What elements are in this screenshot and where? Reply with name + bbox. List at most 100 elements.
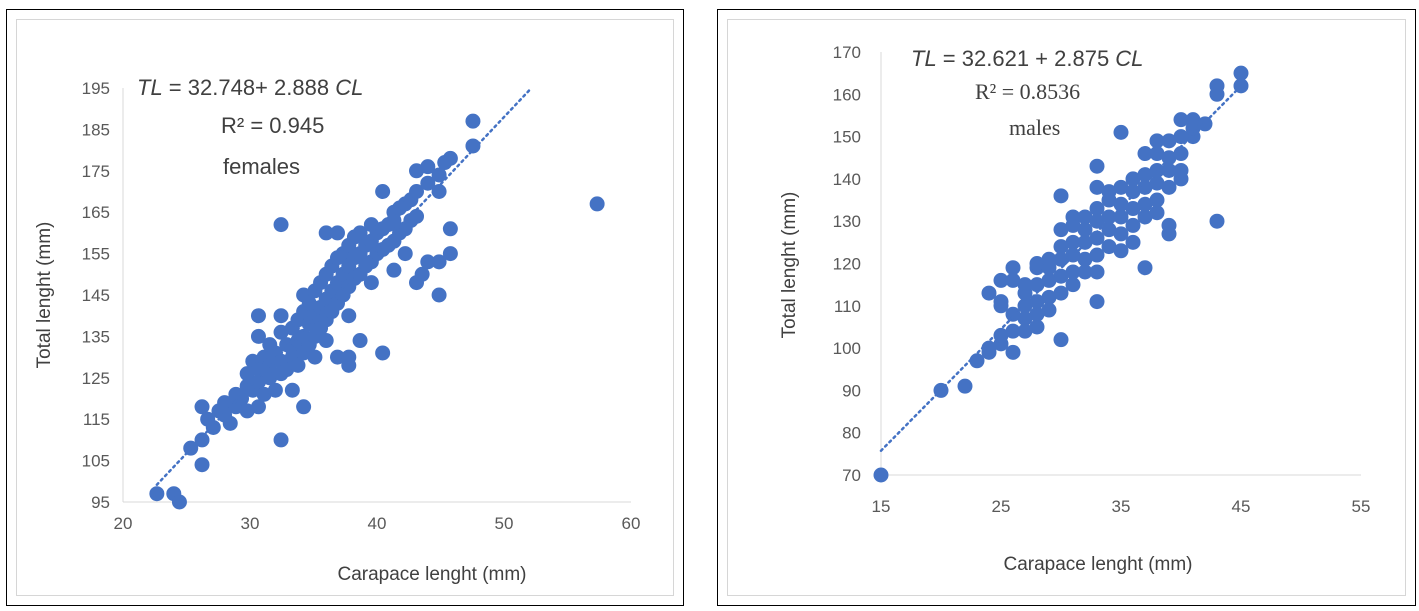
data-point [1065, 209, 1081, 225]
data-point [262, 370, 278, 386]
data-point [279, 362, 295, 378]
scatter-chart-males: 70 80 90 100 110 120 130 140 150 160 170 15 25 35 45 55… [779, 43, 1371, 575]
y-tick-label: 100 [833, 339, 861, 358]
chart-panel-females: 95 105 115 125 135 145 155 165 175 185 195 20 30 40 50… [6, 9, 684, 606]
data-point [1113, 226, 1129, 242]
chart-area-border [16, 19, 674, 596]
data-point [1161, 162, 1177, 178]
r-squared-label: R² = 0.8536 [975, 79, 1080, 104]
data-point [273, 324, 289, 340]
data-point [1005, 306, 1021, 322]
data-point [341, 349, 357, 365]
data-point [250, 399, 266, 415]
data-point [1005, 323, 1021, 339]
data-point [1197, 116, 1213, 132]
y-tick-label: 135 [82, 327, 110, 346]
data-point [1233, 65, 1249, 81]
data-point [420, 159, 436, 175]
data-point [1101, 209, 1117, 225]
data-point [1041, 302, 1057, 318]
group-label: females [223, 154, 300, 179]
y-tick-label: 195 [82, 79, 110, 98]
data-point [1173, 129, 1189, 145]
data-point [352, 333, 368, 349]
data-point [1077, 209, 1093, 225]
data-point [1077, 264, 1093, 280]
data-point [1137, 260, 1153, 276]
data-point [222, 415, 238, 431]
data-point [363, 275, 379, 291]
data-point [352, 225, 368, 241]
data-point [1113, 196, 1129, 212]
data-point [1149, 175, 1165, 191]
trendline [155, 88, 531, 486]
regression-equation: TL = 32.621 + 2.875 CL [911, 46, 1143, 71]
y-tick-label: 90 [842, 381, 861, 400]
data-point [234, 391, 250, 406]
x-tick-label: 40 [368, 514, 387, 533]
data-point [1089, 247, 1105, 263]
data-point [993, 327, 1009, 343]
data-point [1113, 124, 1129, 140]
data-point [250, 362, 266, 378]
data-point [1161, 179, 1177, 195]
data-point [1185, 112, 1201, 128]
chart-panel-males: 70 80 90 100 110 120 130 140 150 160 170 15 25 35 45 55… [717, 9, 1416, 606]
data-point [318, 225, 334, 241]
x-tick-label: 20 [114, 514, 133, 533]
data-point [318, 333, 334, 349]
data-point [1005, 272, 1021, 288]
data-point [1017, 277, 1033, 293]
data-point [386, 262, 402, 278]
data-point [1053, 285, 1069, 301]
data-point [1029, 319, 1045, 335]
x-axis-title: Carapace lenght (mm) [1003, 554, 1192, 575]
y-tick-label: 70 [842, 466, 861, 485]
data-point [1005, 344, 1021, 360]
data-point [375, 184, 391, 199]
data-point [1089, 201, 1105, 217]
x-axis-title: Carapace lenght (mm) [337, 564, 526, 585]
data-point [1053, 332, 1069, 348]
data-point [1053, 251, 1069, 267]
y-tick-label: 115 [83, 410, 110, 429]
data-point [341, 308, 357, 324]
scatter-chart-females: 95 105 115 125 135 145 155 165 175 185 195 20 30 40 50… [34, 75, 641, 585]
data-point [307, 349, 323, 365]
x-tick-label: 30 [241, 514, 260, 533]
data-point [873, 467, 889, 483]
data-point [205, 419, 221, 435]
data-point [290, 357, 306, 373]
data-point [442, 246, 458, 262]
y-tick-label: 150 [833, 128, 861, 147]
data-point [1065, 247, 1081, 263]
x-tick-label: 15 [872, 497, 891, 516]
data-point [1137, 209, 1153, 225]
data-point [1137, 167, 1153, 183]
data-point [250, 328, 266, 344]
data-point [465, 138, 481, 154]
y-tick-label: 175 [82, 162, 110, 181]
data-point [1017, 323, 1033, 339]
data-point [1125, 234, 1141, 250]
data-point [1029, 306, 1045, 322]
x-tick-label: 25 [992, 497, 1011, 516]
data-point [1041, 289, 1057, 305]
data-point [1149, 146, 1165, 162]
y-tick-label: 110 [834, 297, 861, 316]
data-point [1089, 264, 1105, 280]
data-point [431, 167, 447, 183]
data-point [420, 175, 436, 191]
r-squared-label: R² = 0.945 [221, 113, 324, 138]
y-tick-label: 155 [82, 245, 110, 264]
x-tick-label: 55 [1352, 497, 1371, 516]
y-tick-label: 185 [82, 120, 110, 139]
data-point [267, 382, 283, 398]
y-tick-label: 165 [82, 203, 110, 222]
x-tick-label: 60 [622, 514, 641, 533]
data-point [442, 150, 458, 166]
data-point [1149, 192, 1165, 208]
data-point [1029, 256, 1045, 271]
data-point [1089, 179, 1105, 195]
y-tick-label: 145 [82, 286, 110, 305]
